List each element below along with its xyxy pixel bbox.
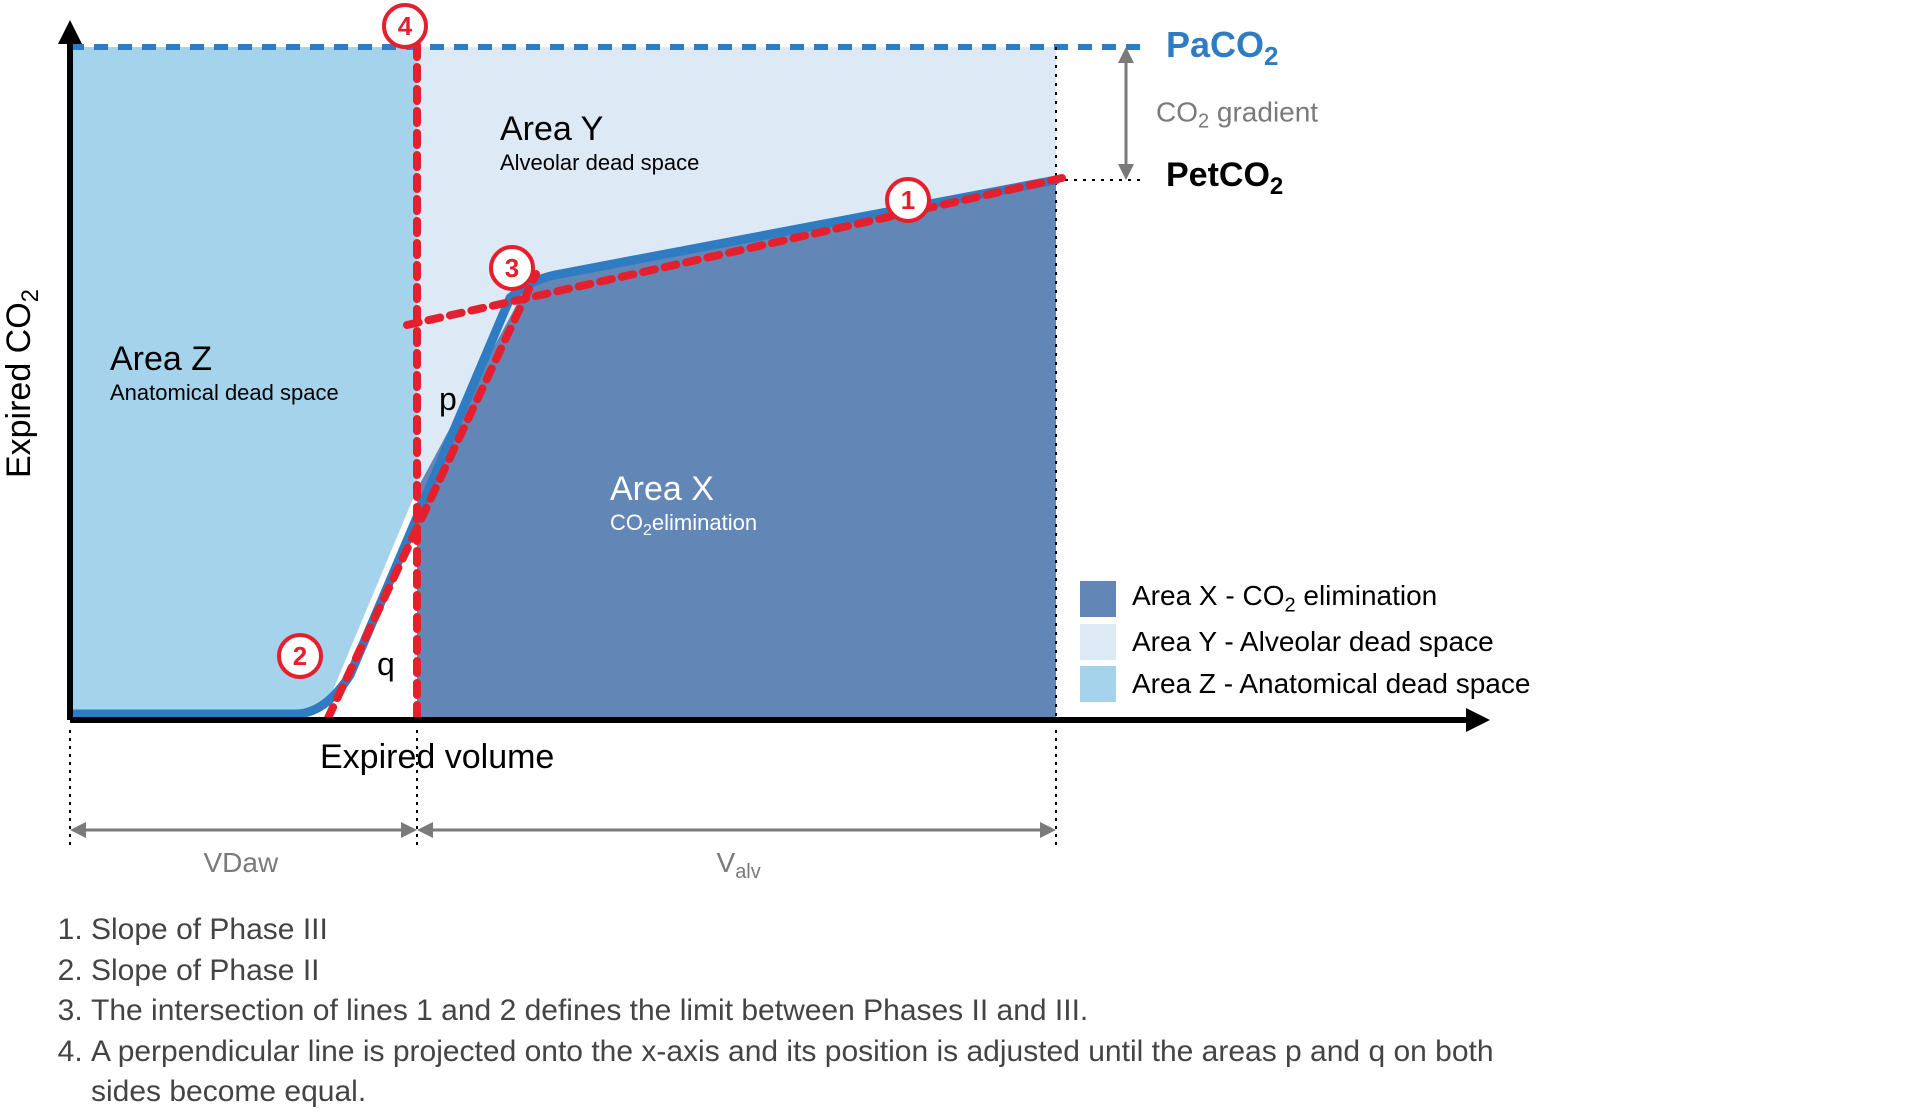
area-x-title: Area X	[610, 470, 714, 508]
svg-text:4: 4	[398, 11, 413, 41]
y-axis-label: Expired CO2	[0, 289, 44, 478]
svg-text:1: 1	[901, 185, 915, 215]
notes-list: Slope of Phase IIISlope of Phase IIThe i…	[55, 910, 1571, 1113]
co2-gradient-label: CO2 gradient	[1156, 97, 1318, 133]
area-y-title: Area Y	[500, 110, 603, 148]
q-label: q	[377, 646, 395, 682]
valv-arrow-r	[1040, 822, 1056, 838]
p-label: p	[439, 381, 457, 417]
area-z-sub: Anatomical dead space	[110, 380, 339, 405]
legend-item-1: Area Y - Alveolar dead space	[1080, 624, 1530, 660]
note-3: The intersection of lines 1 and 2 define…	[91, 991, 1571, 1032]
y-axis-arrow	[58, 20, 82, 44]
legend-text: Area Y - Alveolar dead space	[1132, 626, 1494, 658]
valv-label: Valv	[717, 847, 761, 883]
area-y-sub: Alveolar dead space	[500, 150, 699, 175]
note-1: Slope of Phase III	[91, 910, 1571, 951]
svg-text:3: 3	[505, 253, 519, 283]
x-axis-arrow	[1466, 708, 1490, 732]
svg-text:2: 2	[293, 641, 307, 671]
legend-item-0: Area X - CO2 elimination	[1080, 580, 1530, 618]
vdaw-label: VDaw	[204, 847, 279, 878]
legend-item-2: Area Z - Anatomical dead space	[1080, 666, 1530, 702]
legend-swatch	[1080, 624, 1116, 660]
area-x-sub: CO2elimination	[610, 510, 757, 539]
legend: Area X - CO2 elimination Area Y - Alveola…	[1080, 580, 1530, 708]
legend-text: Area X - CO2 elimination	[1132, 580, 1437, 618]
legend-text: Area Z - Anatomical dead space	[1132, 668, 1530, 700]
x-axis-label: Expired volume	[320, 738, 554, 776]
note-4: A perpendicular line is projected onto t…	[91, 1032, 1571, 1113]
marker-1: 1	[887, 179, 929, 221]
petco2-label: PetCO2	[1166, 156, 1283, 200]
vdaw-arrow-l	[70, 822, 86, 838]
marker-4: 4	[384, 5, 426, 47]
legend-swatch	[1080, 666, 1116, 702]
marker-2: 2	[279, 635, 321, 677]
marker-3: 3	[491, 247, 533, 289]
valv-arrow-l	[417, 822, 433, 838]
paco2-label: PaCO2	[1166, 24, 1279, 71]
area-z-title: Area Z	[110, 340, 212, 378]
legend-swatch	[1080, 581, 1116, 617]
co2-gradient-arrow-down	[1118, 164, 1134, 180]
vdaw-arrow-r	[401, 822, 417, 838]
note-2: Slope of Phase II	[91, 951, 1571, 992]
